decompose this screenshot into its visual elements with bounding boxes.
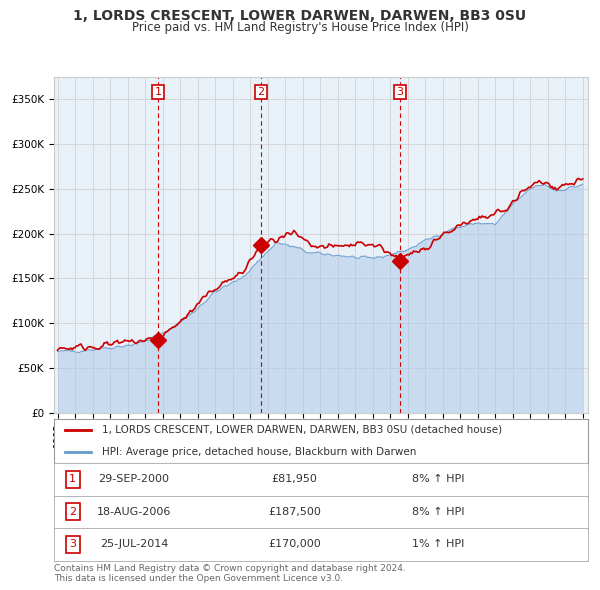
Text: £170,000: £170,000	[268, 539, 320, 549]
Text: 1: 1	[69, 474, 76, 484]
Text: 18-AUG-2006: 18-AUG-2006	[97, 507, 171, 517]
Text: 3: 3	[69, 539, 76, 549]
Text: 1% ↑ HPI: 1% ↑ HPI	[412, 539, 464, 549]
Text: 2: 2	[257, 87, 265, 97]
Text: 29-SEP-2000: 29-SEP-2000	[98, 474, 170, 484]
Text: £187,500: £187,500	[268, 507, 321, 517]
Text: 25-JUL-2014: 25-JUL-2014	[100, 539, 168, 549]
Text: 8% ↑ HPI: 8% ↑ HPI	[412, 474, 465, 484]
Text: £81,950: £81,950	[271, 474, 317, 484]
Text: 2: 2	[69, 507, 76, 517]
Text: 1, LORDS CRESCENT, LOWER DARWEN, DARWEN, BB3 0SU (detached house): 1, LORDS CRESCENT, LOWER DARWEN, DARWEN,…	[102, 425, 502, 435]
Text: Contains HM Land Registry data © Crown copyright and database right 2024.
This d: Contains HM Land Registry data © Crown c…	[54, 563, 406, 583]
Text: 8% ↑ HPI: 8% ↑ HPI	[412, 507, 465, 517]
Text: 1, LORDS CRESCENT, LOWER DARWEN, DARWEN, BB3 0SU: 1, LORDS CRESCENT, LOWER DARWEN, DARWEN,…	[73, 9, 527, 23]
Text: 3: 3	[397, 87, 403, 97]
Text: 1: 1	[155, 87, 161, 97]
Text: Price paid vs. HM Land Registry's House Price Index (HPI): Price paid vs. HM Land Registry's House …	[131, 21, 469, 34]
Text: HPI: Average price, detached house, Blackburn with Darwen: HPI: Average price, detached house, Blac…	[102, 447, 416, 457]
